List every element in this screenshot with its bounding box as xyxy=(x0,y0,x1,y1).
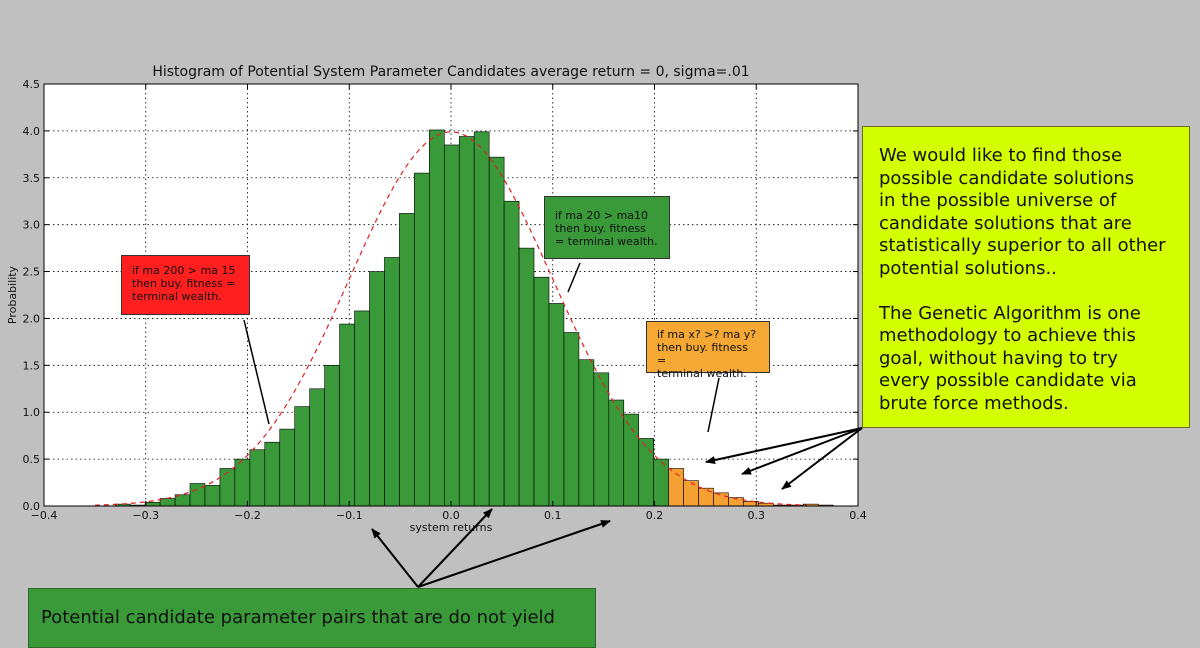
histogram-bar xyxy=(458,136,475,507)
annotation-red-box: if ma 200 > ma 15 then buy. fitness = te… xyxy=(121,255,250,315)
histogram-bar xyxy=(354,310,370,507)
arrow-yellow-1 xyxy=(705,427,863,464)
x-tick-label: 0.1 xyxy=(544,509,562,522)
histogram-bar xyxy=(443,144,460,507)
y-tick-label: 1.0 xyxy=(23,406,41,419)
axis-ticks: −0.4 −0.3 −0.2 −0.1 0.0 0.1 0.2 0.3 0.4 0.0 0.5 1.0… xyxy=(23,78,867,522)
histogram-bar xyxy=(623,413,640,507)
histogram-bar xyxy=(384,257,400,507)
histogram-bar xyxy=(608,399,625,507)
histogram-bar xyxy=(264,441,281,507)
x-tick-label: 0.4 xyxy=(849,509,867,522)
x-tick-label: −0.3 xyxy=(132,509,159,522)
annotation-orange-box: if ma x? >? ma y? then buy. fitness = te… xyxy=(646,321,770,380)
y-tick-label: 1.5 xyxy=(23,359,41,372)
histogram-bar-highlight xyxy=(698,487,714,507)
histogram-bar xyxy=(204,485,221,507)
y-tick-label: 0.0 xyxy=(23,500,41,513)
histogram-bar xyxy=(324,365,340,507)
histogram-bar xyxy=(503,200,520,507)
histogram-bar xyxy=(488,156,505,507)
histogram-bar xyxy=(144,501,161,507)
y-tick-label: 4.5 xyxy=(23,78,41,91)
arrow-green-note xyxy=(567,262,581,293)
arrow-red-note xyxy=(243,319,270,425)
histogram-bar xyxy=(399,213,415,507)
y-axis-label: Probability xyxy=(6,265,19,324)
histogram-bar xyxy=(279,428,296,507)
chart-title: Histogram of Potential System Parameter … xyxy=(152,64,749,80)
x-tick-label: −0.4 xyxy=(31,509,58,522)
arrow-bottom-2 xyxy=(417,508,493,588)
arrow-bottom-3 xyxy=(417,520,611,588)
histogram-bar xyxy=(339,323,355,507)
histogram-bar xyxy=(638,438,654,507)
histogram-bar xyxy=(234,458,251,507)
arrow-yellow-3 xyxy=(781,427,863,490)
histogram-bar xyxy=(533,276,550,507)
histogram-bar xyxy=(473,131,490,507)
y-tick-label: 0.5 xyxy=(23,453,41,466)
arrow-yellow-2 xyxy=(741,427,863,475)
histogram-bar xyxy=(563,332,580,507)
y-tick-label: 2.0 xyxy=(23,312,41,325)
histogram-bar xyxy=(578,359,595,507)
y-tick-label: 4.0 xyxy=(23,125,41,138)
annotation-yellow-box: We would like to find those possible can… xyxy=(862,126,1190,428)
histogram-bar-highlight xyxy=(713,492,729,507)
x-tick-label: −0.1 xyxy=(336,509,363,522)
histogram-bar xyxy=(249,449,266,507)
y-tick-label: 3.5 xyxy=(23,172,41,185)
histogram-bar xyxy=(548,303,565,507)
histogram-bar xyxy=(294,406,310,507)
arrow-orange-note xyxy=(707,377,720,433)
x-tick-label: 0.3 xyxy=(748,509,766,522)
histogram-bar xyxy=(309,388,325,507)
histogram-bar-highlight xyxy=(683,480,699,507)
histogram-bar xyxy=(369,271,385,507)
x-tick-label: 0.0 xyxy=(442,509,460,522)
y-tick-label: 3.0 xyxy=(23,219,41,232)
arrow-bottom-1 xyxy=(371,528,419,588)
annotation-bottom-box: Potential candidate parameter pairs that… xyxy=(28,588,596,648)
annotation-arrows xyxy=(243,262,863,588)
histogram-bar xyxy=(429,129,445,507)
x-tick-label: 0.2 xyxy=(646,509,664,522)
histogram-bar xyxy=(653,458,669,507)
histogram-bar xyxy=(219,468,236,507)
x-tick-label: −0.2 xyxy=(234,509,261,522)
histogram-bars xyxy=(114,129,834,507)
y-tick-label: 2.5 xyxy=(23,266,41,279)
histogram-bar xyxy=(414,172,430,507)
annotation-green-box: if ma 20 > ma10 then buy. fitness = term… xyxy=(544,196,670,259)
histogram-bar xyxy=(593,372,610,507)
histogram-bar xyxy=(518,247,535,507)
